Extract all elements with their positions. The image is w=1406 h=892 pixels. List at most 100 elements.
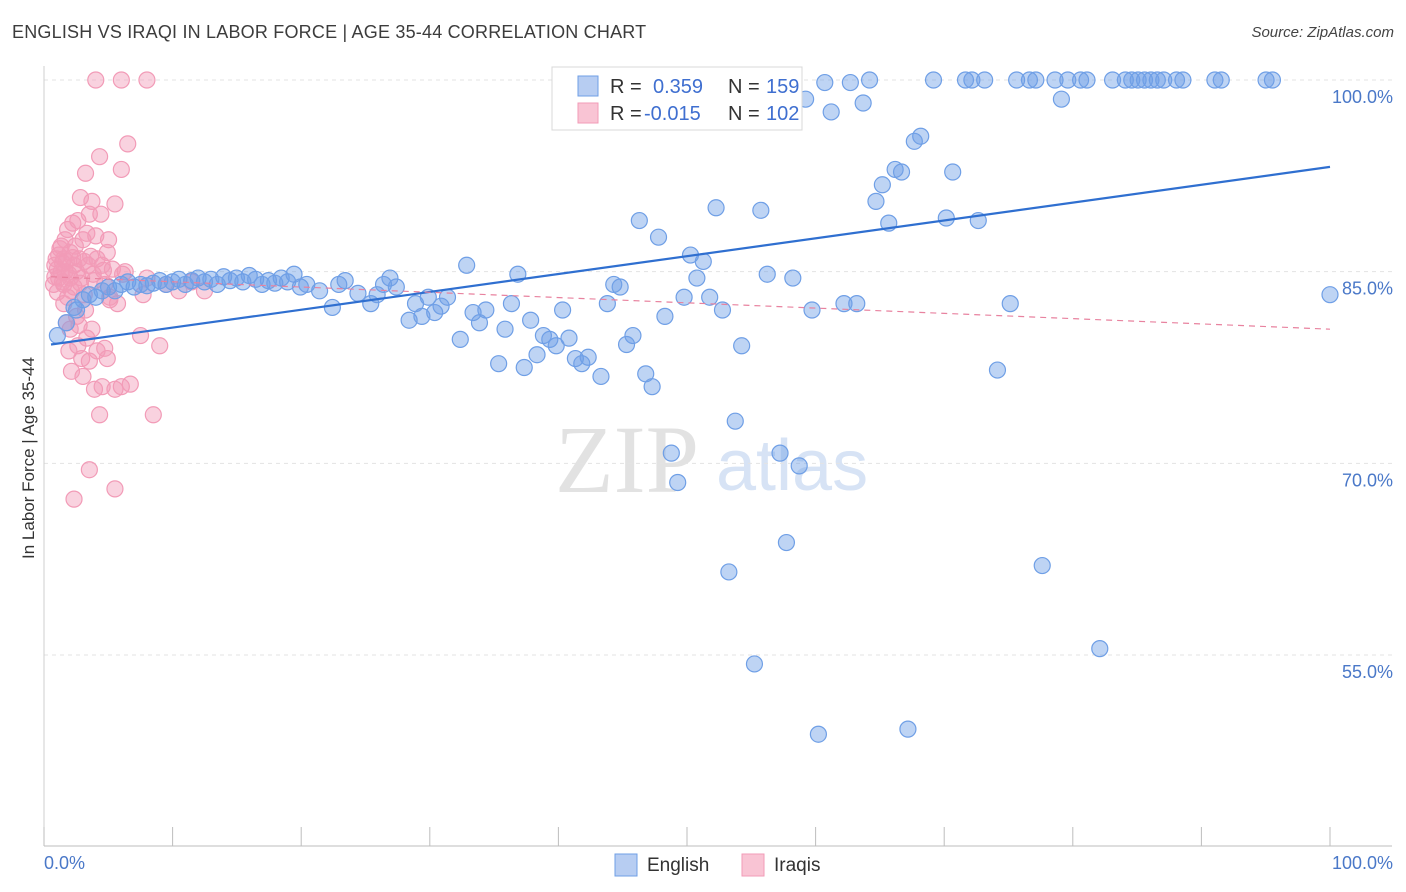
- english-point-73: [560, 329, 578, 347]
- english-point-122: [899, 720, 917, 738]
- english-point-88: [662, 444, 680, 462]
- english-point-59: [464, 303, 482, 322]
- english-point-103: [771, 444, 789, 462]
- iraqis-point-97: [64, 249, 82, 267]
- english-point-71: [547, 337, 565, 355]
- watermark-atlas: atlas: [716, 426, 868, 506]
- english-point-52: [413, 307, 431, 325]
- legend-n-iraqis: 102: [766, 103, 799, 125]
- gridlines: [44, 79, 1392, 656]
- english-point-100: [745, 655, 764, 673]
- chart-title: ENGLISH VS IRAQI IN LABOR FORCE | AGE 35…: [12, 22, 647, 42]
- english-point-139: [1052, 90, 1071, 108]
- english-point-116: [860, 71, 879, 89]
- english-point-48: [381, 269, 399, 287]
- english-point-109: [809, 725, 828, 743]
- english-point-128: [956, 71, 975, 89]
- english-point-101: [752, 201, 770, 219]
- english-point-129: [963, 71, 981, 89]
- english-point-75: [573, 355, 591, 373]
- english-point-136: [1027, 71, 1045, 89]
- english-point-153: [1174, 71, 1192, 89]
- english-point-113: [841, 73, 859, 92]
- english-point-94: [701, 288, 719, 306]
- series-legend: English Iraqis: [614, 853, 820, 877]
- english-point-76: [579, 348, 597, 366]
- english-point-127: [944, 163, 962, 181]
- iraqis-point-73: [131, 326, 150, 345]
- x-tick-label-100: 100.0%: [1332, 853, 1393, 873]
- english-point-145: [1116, 71, 1134, 89]
- english-point-142: [1078, 71, 1096, 89]
- english-point-56: [438, 288, 457, 306]
- iraqis-point-46: [116, 263, 134, 281]
- iraqis-point-72: [121, 375, 139, 393]
- english-point-9: [106, 282, 124, 300]
- y-tick-label-55: 55.0%: [1342, 662, 1393, 682]
- english-point-154: [1206, 71, 1224, 89]
- iraqis-point-85: [87, 71, 105, 89]
- english-point-150: [1148, 71, 1166, 89]
- iraqis-point-95: [48, 283, 66, 301]
- legend-r-english: 0.359: [653, 76, 703, 98]
- english-point-3: [67, 301, 86, 319]
- english-point-86: [649, 228, 668, 246]
- english-trendline: [50, 165, 1331, 346]
- english-point-68: [528, 346, 546, 364]
- iraqis-point-93: [52, 237, 70, 255]
- english-point-81: [617, 335, 636, 354]
- english-point-151: [1155, 71, 1173, 89]
- legend-swatch-iraqis: [577, 102, 599, 124]
- english-point-131: [976, 71, 994, 89]
- english-point-78: [598, 295, 616, 313]
- y-tick-label-70: 70.0%: [1342, 470, 1393, 490]
- iraqis-point-68: [98, 349, 116, 368]
- english-point-126: [937, 209, 955, 227]
- iraqis-point-77: [151, 337, 169, 355]
- english-point-93: [694, 252, 712, 271]
- english-point-132: [988, 361, 1007, 379]
- english-point-82: [624, 326, 642, 345]
- english-point-149: [1142, 71, 1160, 89]
- english-point-143: [1091, 640, 1109, 658]
- x-ticks: [43, 827, 1331, 846]
- legend-n-label-english: N =: [728, 76, 760, 98]
- english-point-58: [458, 256, 476, 274]
- iraqis-point-25: [76, 164, 95, 182]
- iraqis-point-38: [98, 243, 116, 262]
- english-point-92: [688, 269, 706, 287]
- english-point-96: [713, 301, 732, 319]
- legend-n-label-iraqis: N =: [728, 103, 760, 125]
- iraqis-point-84: [106, 480, 124, 498]
- bottom-legend-swatch-iraqis: [741, 853, 765, 877]
- english-point-146: [1123, 71, 1141, 89]
- y-axis-title: In Labor Force | Age 35-44: [19, 357, 38, 559]
- x-tick-label-0: 0.0%: [44, 853, 85, 873]
- english-point-80: [611, 278, 629, 296]
- english-point-66: [515, 358, 533, 377]
- english-point-133: [1001, 295, 1019, 313]
- english-point-72: [553, 301, 572, 319]
- english-point-50: [400, 311, 418, 329]
- english-point-64: [502, 295, 521, 313]
- iraqis-point-82: [65, 490, 83, 508]
- watermark-zip: ZIP: [555, 406, 699, 513]
- iraqis-point-87: [138, 71, 156, 89]
- iraqis-trendline: [50, 276, 1331, 330]
- english-point-104: [777, 533, 796, 552]
- english-point-148: [1135, 71, 1154, 89]
- english-point-47: [374, 275, 393, 294]
- english-point-97: [720, 563, 738, 581]
- english-point-99: [733, 337, 751, 355]
- legend-swatch-english: [577, 75, 599, 97]
- y-tick-label-85: 85.0%: [1342, 279, 1393, 299]
- iraqis-point-42: [106, 195, 124, 213]
- trendlines: [50, 165, 1331, 346]
- english-point-67: [522, 311, 540, 329]
- iraqis-point-65: [91, 406, 109, 424]
- english-point-105: [784, 269, 802, 287]
- iraqis-point-47: [119, 135, 137, 153]
- iraqis-point-66: [93, 378, 111, 396]
- english-point-90: [675, 288, 693, 306]
- english-point-43: [336, 272, 354, 290]
